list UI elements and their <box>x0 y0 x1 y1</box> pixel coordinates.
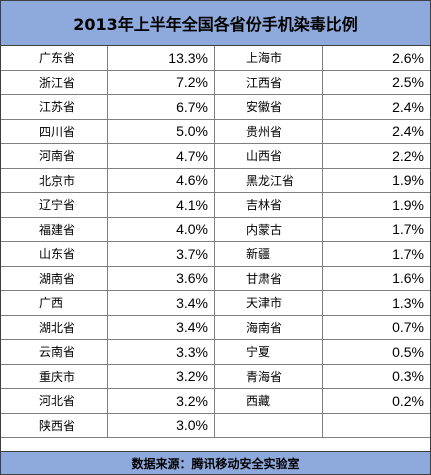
value-cell: 2.2% <box>392 147 424 164</box>
province-cell: 云南省 <box>1 340 108 364</box>
province-cell: 湖北省 <box>1 315 108 339</box>
province-cell: 福建省 <box>1 217 108 241</box>
value-cell: 5.0% <box>108 119 215 143</box>
table-row: 陕西省 3.0% <box>1 413 430 438</box>
value-cell: 1.3% <box>392 294 424 311</box>
value-cell: 3.2% <box>108 389 215 413</box>
table-row: 北京市 4.6% 黑龙江省 1.9% <box>1 168 430 193</box>
table-row: 湖南省 3.6% 甘肃省 1.6% <box>1 266 430 291</box>
province-cell: 天津市 <box>215 291 323 315</box>
value-cell: 2.4% <box>392 123 424 140</box>
province-cell: 上海市 <box>215 46 323 70</box>
value-cell: 4.7% <box>108 144 215 168</box>
value-cell: 1.9% <box>392 196 424 213</box>
value-cell: 3.4% <box>108 291 215 315</box>
value-cell: 3.2% <box>108 364 215 388</box>
value-cell: 3.4% <box>108 315 215 339</box>
table-row: 山东省 3.7% 新疆 1.7% <box>1 242 430 267</box>
province-cell: 陕西省 <box>1 413 108 437</box>
value-cell: 7.2% <box>108 70 215 94</box>
value-cell <box>323 414 430 438</box>
province-cell: 浙江省 <box>1 70 108 94</box>
table-row: 湖北省 3.4% 海南省 0.7% <box>1 315 430 340</box>
value-cell: 4.0% <box>108 217 215 241</box>
province-cell: 广西 <box>1 291 108 315</box>
table-row: 广西 3.4% 天津市 1.3% <box>1 291 430 316</box>
province-cell: 广东省 <box>1 46 108 70</box>
value-cell: 13.3% <box>108 46 215 70</box>
table-row: 河北省 3.2% 西藏 0.2% <box>1 389 430 414</box>
value-cell: 4.6% <box>108 168 215 192</box>
table-row: 福建省 4.0% 内蒙古 1.7% <box>1 217 430 242</box>
province-cell: 西藏 <box>215 389 323 413</box>
province-cell: 四川省 <box>1 119 108 143</box>
value-cell: 3.6% <box>108 266 215 290</box>
province-cell: 江西省 <box>215 70 323 94</box>
table-row: 河南省 4.7% 山西省 2.2% <box>1 144 430 169</box>
table-row: 四川省 5.0% 贵州省 2.4% <box>1 119 430 144</box>
value-cell: 2.5% <box>392 74 424 91</box>
value-cell: 4.1% <box>108 193 215 217</box>
province-cell: 重庆市 <box>1 364 108 388</box>
table-row: 浙江省 7.2% 江西省 2.5% <box>1 70 430 95</box>
province-cell: 贵州省 <box>215 119 323 143</box>
province-cell: 辽宁省 <box>1 193 108 217</box>
province-cell: 黑龙江省 <box>215 168 323 192</box>
province-cell: 甘肃省 <box>215 266 323 290</box>
province-cell: 安徽省 <box>215 95 323 119</box>
table-row: 重庆市 3.2% 青海省 0.3% <box>1 364 430 389</box>
table-body: 广东省 13.3% 上海市 2.6% 浙江省 7.2% 江西省 2.5% 江苏省 6.7% 安徽省 2… <box>1 46 430 438</box>
province-cell: 山西省 <box>215 144 323 168</box>
value-cell: 1.6% <box>392 270 424 287</box>
value-cell: 2.4% <box>392 98 424 115</box>
province-cell: 江苏省 <box>1 95 108 119</box>
value-cell: 0.7% <box>392 319 424 336</box>
province-cell: 新疆 <box>215 242 323 266</box>
province-cell: 河北省 <box>1 389 108 413</box>
table-row: 辽宁省 4.1% 吉林省 1.9% <box>1 193 430 218</box>
province-cell: 海南省 <box>215 315 323 339</box>
table-row: 云南省 3.3% 宁夏 0.5% <box>1 340 430 365</box>
value-cell: 1.7% <box>392 221 424 238</box>
source-footer: 数据来源：腾讯移动安全实验室 <box>1 451 430 474</box>
province-cell: 北京市 <box>1 168 108 192</box>
province-cell: 青海省 <box>215 364 323 388</box>
value-cell: 1.9% <box>392 172 424 189</box>
province-cell <box>215 413 323 437</box>
table-row: 广东省 13.3% 上海市 2.6% <box>1 46 430 71</box>
province-cell: 湖南省 <box>1 266 108 290</box>
value-cell: 3.7% <box>108 242 215 266</box>
province-cell: 内蒙古 <box>215 217 323 241</box>
value-cell: 1.7% <box>392 245 424 262</box>
value-cell: 0.2% <box>392 392 424 409</box>
value-cell: 3.3% <box>108 340 215 364</box>
province-cell: 河南省 <box>1 144 108 168</box>
province-cell: 宁夏 <box>215 340 323 364</box>
value-cell: 2.6% <box>392 49 424 66</box>
province-cell: 吉林省 <box>215 193 323 217</box>
table-row: 江苏省 6.7% 安徽省 2.4% <box>1 95 430 120</box>
value-cell: 6.7% <box>108 95 215 119</box>
province-cell: 山东省 <box>1 242 108 266</box>
value-cell: 0.5% <box>392 343 424 360</box>
value-cell: 0.3% <box>392 368 424 385</box>
table-title: 2013年上半年全国各省份手机染毒比例 <box>1 1 430 46</box>
value-cell: 3.0% <box>108 413 215 437</box>
